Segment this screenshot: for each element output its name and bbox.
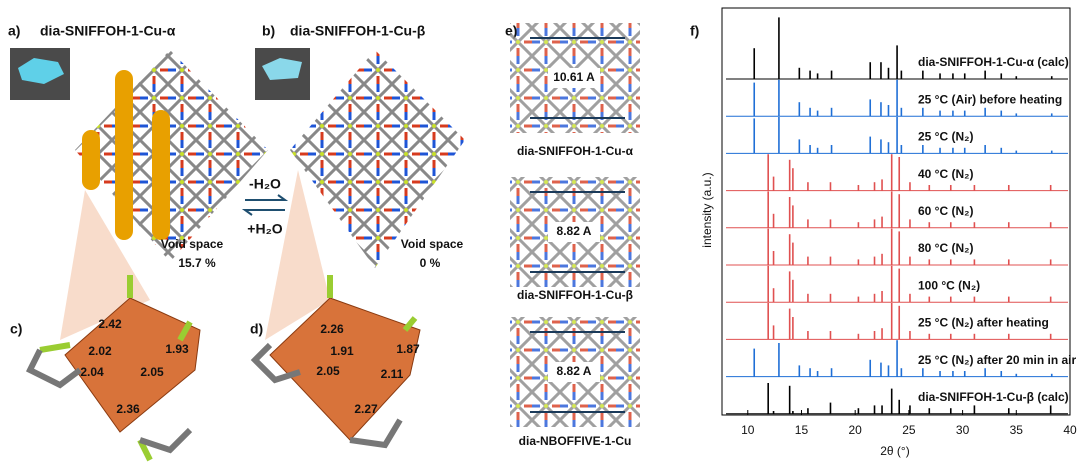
bond-length: 2.26 <box>320 322 344 336</box>
x-tick-label: 30 <box>956 423 970 437</box>
panel-label: f) <box>690 23 699 39</box>
distance: 8.82 A <box>557 364 592 378</box>
series-label: 25 °C (N₂) <box>918 130 973 144</box>
void-value: 15.7 % <box>178 256 216 270</box>
series-label: 25 °C (Air) before heating <box>918 92 1062 106</box>
bond-length: 2.42 <box>98 317 122 331</box>
figure: a) dia-SNIFFOH-1-Cu-α Void space 15.7 % … <box>0 0 1077 463</box>
panel-title: dia-SNIFFOH-1-Cu-α <box>40 23 176 39</box>
bond-length: 2.36 <box>116 402 140 416</box>
x-tick-label: 35 <box>1010 423 1024 437</box>
series-label: 60 °C (N₂) <box>918 204 973 218</box>
series-label: dia-SNIFFOH-1-Cu-α (calc) <box>918 55 1069 69</box>
arrow <box>245 210 285 215</box>
panel-title: dia-SNIFFOH-1-Cu-β <box>290 23 426 39</box>
caption: dia-SNIFFOH-1-Cu-β <box>517 288 633 302</box>
bond-length: 1.93 <box>165 342 189 356</box>
bond-length: 2.04 <box>80 365 104 379</box>
series-label: 25 °C (N₂) after 20 min in air <box>918 353 1077 367</box>
series-label: 100 °C (N₂) <box>918 278 980 292</box>
x-tick-label: 10 <box>741 423 755 437</box>
framework <box>290 50 465 268</box>
x-tick-label: 15 <box>795 423 809 437</box>
caption: dia-SNIFFOH-1-Cu-α <box>517 144 634 158</box>
panel-label: a) <box>8 23 20 39</box>
bond-length: 2.02 <box>88 344 112 358</box>
bond-length: 2.05 <box>140 365 164 379</box>
void-label: Void space <box>161 237 224 251</box>
distance: 10.61 A <box>553 70 595 84</box>
series-label: 80 °C (N₂) <box>918 241 973 255</box>
caption: dia-NBOFFIVE-1-Cu <box>519 434 632 448</box>
distance: 8.82 A <box>557 224 592 238</box>
arrow-label: -H₂O <box>249 176 281 192</box>
void-value: 0 % <box>420 256 441 270</box>
x-axis-title: 2θ (°) <box>880 444 909 458</box>
series-label: 40 °C (N₂) <box>918 167 973 181</box>
void-label: Void space <box>401 237 464 251</box>
bond-length: 2.11 <box>381 367 404 381</box>
arrow <box>245 195 285 200</box>
x-tick-label: 25 <box>902 423 916 437</box>
series-label: dia-SNIFFOH-1-Cu-β (calc) <box>918 390 1069 404</box>
bond-length: 1.87 <box>396 342 420 356</box>
panel-label: c) <box>10 321 22 337</box>
panel-label: b) <box>262 23 275 39</box>
series-label: 25 °C (N₂) after heating <box>918 316 1049 330</box>
x-tick-label: 20 <box>849 423 863 437</box>
bond-length: 2.05 <box>316 364 340 378</box>
bond-length: 1.91 <box>330 344 354 358</box>
panel-label: d) <box>250 321 263 337</box>
bond-length: 2.27 <box>354 402 378 416</box>
y-axis-title: intensity (a.u.) <box>700 172 714 247</box>
arrow-label: +H₂O <box>247 221 283 237</box>
x-tick-label: 40 <box>1063 423 1077 437</box>
